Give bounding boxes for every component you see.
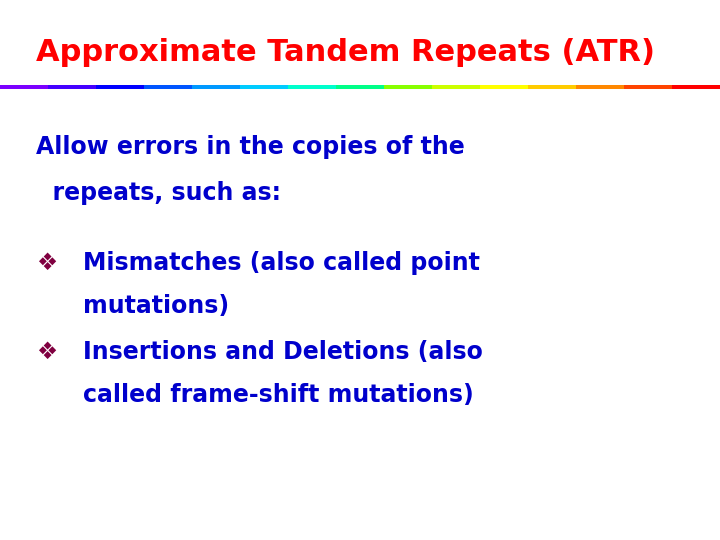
Bar (576, 85, 624, 89)
Bar (432, 85, 480, 89)
Text: Mismatches (also called point: Mismatches (also called point (83, 251, 480, 275)
Text: repeats, such as:: repeats, such as: (36, 181, 281, 205)
Text: Allow errors in the copies of the: Allow errors in the copies of the (36, 135, 464, 159)
Text: called frame-shift mutations): called frame-shift mutations) (83, 383, 474, 407)
Bar (336, 85, 384, 89)
Bar (624, 85, 672, 89)
Bar (192, 85, 240, 89)
Bar (288, 85, 336, 89)
Bar (480, 85, 528, 89)
Bar (144, 85, 192, 89)
Bar (0, 85, 48, 89)
Bar (48, 85, 96, 89)
Bar (240, 85, 288, 89)
Bar (672, 85, 720, 89)
Text: Insertions and Deletions (also: Insertions and Deletions (also (83, 340, 482, 364)
Text: mutations): mutations) (83, 294, 229, 318)
Bar (528, 85, 576, 89)
Bar (384, 85, 432, 89)
Text: ❖: ❖ (36, 251, 57, 275)
Text: ❖: ❖ (36, 340, 57, 364)
Text: Approximate Tandem Repeats (ATR): Approximate Tandem Repeats (ATR) (36, 38, 655, 67)
Bar (96, 85, 144, 89)
